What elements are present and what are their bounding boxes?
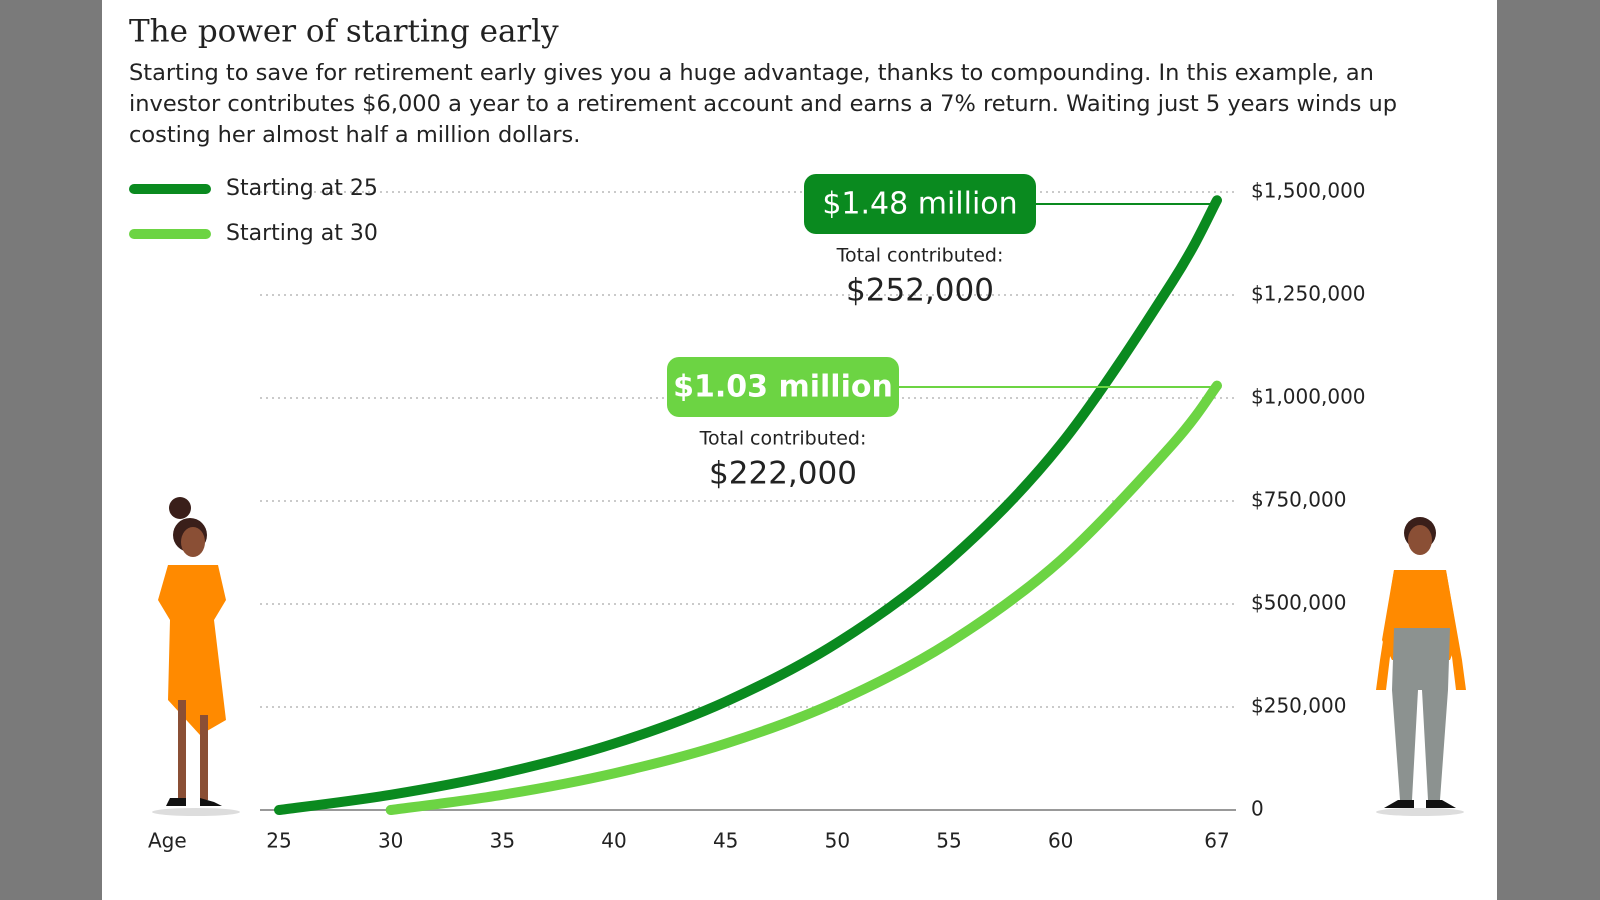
x-tick-label: 55 — [936, 829, 961, 853]
annotation-caption: Total contributed: — [699, 428, 867, 450]
side-left — [0, 0, 102, 900]
y-tick-label: $1,000,000 — [1251, 385, 1366, 409]
annotation-label: $1.03 million — [673, 370, 893, 405]
legend-label: Starting at 30 — [226, 221, 378, 246]
figure-left — [152, 497, 240, 816]
y-tick-label: $250,000 — [1251, 694, 1346, 718]
y-tick-label: 0 — [1251, 797, 1264, 821]
x-tick-label: 30 — [378, 829, 403, 853]
panel — [102, 0, 1497, 900]
y-tick-label: $1,250,000 — [1251, 282, 1366, 306]
legend-label: Starting at 25 — [226, 176, 378, 201]
x-tick-label: 35 — [490, 829, 515, 853]
series-line — [274, 195, 1222, 815]
annotation-total: $252,000 — [846, 273, 994, 309]
x-tick-label: 25 — [266, 829, 291, 853]
annotation-label: $1.48 million — [822, 187, 1017, 222]
annotation-total: $222,000 — [709, 456, 857, 492]
y-tick-label: $750,000 — [1251, 488, 1346, 512]
x-axis-label: Age — [148, 829, 187, 853]
annotation-box — [667, 357, 899, 417]
chart-title: The power of starting early — [129, 14, 559, 50]
x-tick-label: 45 — [713, 829, 738, 853]
y-tick-label: $1,500,000 — [1251, 179, 1366, 203]
x-tick-label: 50 — [825, 829, 850, 853]
subtitle: Starting to save for retirement early gi… — [129, 60, 1398, 148]
x-tick-label: 40 — [601, 829, 626, 853]
series-line — [385, 380, 1222, 815]
y-tick-label: $500,000 — [1251, 591, 1346, 615]
annotation-box — [804, 174, 1036, 234]
x-tick-label: 60 — [1048, 829, 1073, 853]
annotation-caption: Total contributed: — [836, 245, 1004, 267]
side-right — [1497, 0, 1600, 900]
figure-right — [1376, 517, 1466, 816]
x-tick-label: 67 — [1204, 829, 1229, 853]
